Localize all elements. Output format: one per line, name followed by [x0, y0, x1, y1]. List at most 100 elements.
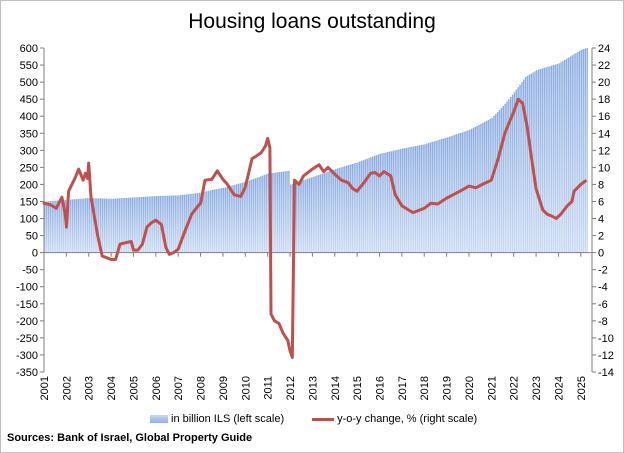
loans-bar [372, 156, 374, 253]
loans-bar [208, 190, 210, 253]
loans-bar [193, 193, 195, 253]
left-tick-label: 0 [32, 248, 38, 260]
x-tick-label: 2019 [442, 376, 454, 400]
loans-bar [355, 162, 357, 253]
loans-bar [275, 172, 277, 253]
loans-bar [435, 140, 437, 253]
loans-bar [152, 196, 154, 253]
loans-bar [347, 165, 350, 253]
right-tick-label: 10 [598, 162, 610, 174]
loans-bar [181, 194, 184, 253]
loans-bar [437, 140, 439, 253]
x-tick-label: 2022 [509, 376, 521, 400]
right-tick-label: 18 [598, 94, 610, 106]
loans-bar [299, 181, 301, 253]
loans-bar [541, 68, 544, 253]
loans-bar [413, 146, 415, 253]
loans-bar [280, 171, 283, 253]
loans-bar [379, 153, 381, 253]
right-tick-label: 24 [598, 43, 610, 55]
x-tick-label: 2012 [285, 376, 297, 400]
loans-bar [426, 143, 428, 253]
loans-bar [167, 195, 169, 253]
left-tick-label: 100 [20, 214, 38, 226]
loans-bar [468, 129, 471, 253]
loans-bar [258, 176, 260, 253]
loans-bar [478, 124, 480, 253]
loans-bar [239, 183, 242, 253]
loans-bar [582, 49, 585, 253]
loans-bar [422, 144, 424, 253]
loans-bar [163, 195, 165, 253]
loans-bar [262, 175, 264, 253]
loans-bar [472, 127, 475, 253]
x-tick-label: 2006 [151, 376, 163, 400]
loans-bar [172, 195, 175, 253]
loans-bar [153, 196, 156, 253]
x-tick-label: 2009 [218, 376, 230, 400]
loans-bar [351, 163, 354, 253]
yoy-line-series [42, 97, 587, 359]
loans-bar [495, 113, 497, 253]
right-tick-label: -2 [598, 265, 608, 277]
x-tick-label: 2017 [397, 376, 409, 400]
loans-bar [465, 131, 467, 253]
loans-bar [441, 139, 443, 253]
x-tick-label: 2001 [39, 376, 51, 400]
loans-bar [547, 66, 549, 253]
loans-bar [433, 141, 436, 253]
loans-bar [537, 69, 540, 253]
loans-bar [405, 147, 408, 253]
loans-bar [219, 188, 221, 253]
loans-bar [237, 183, 240, 253]
right-tick-label: -6 [598, 299, 608, 311]
loans-bar [235, 184, 238, 253]
loans-bar [515, 89, 518, 253]
loans-bar [463, 131, 465, 253]
loans-bar [90, 198, 93, 253]
loans-bar [345, 165, 348, 253]
loans-bar [487, 119, 490, 253]
loans-bar [62, 200, 65, 253]
loans-bar [536, 70, 538, 253]
loans-bar [105, 198, 107, 253]
loans-bar [524, 76, 527, 253]
loans-bar [60, 200, 63, 253]
right-tick-label: -4 [598, 282, 608, 294]
loans-bar [81, 198, 83, 253]
loans-bar [562, 61, 564, 253]
loans-bar [200, 192, 203, 253]
loans-bar [338, 167, 340, 253]
loans-bar [278, 172, 281, 253]
loans-bar [86, 198, 89, 253]
right-tick-label: 0 [598, 248, 604, 260]
loans-bar [308, 178, 311, 253]
loans-bar [234, 184, 236, 253]
x-tick-label: 2015 [352, 376, 364, 400]
loans-bar [517, 87, 519, 253]
x-tick-label: 2008 [196, 376, 208, 400]
right-tick-label: 6 [598, 196, 604, 208]
loans-bar [230, 185, 232, 253]
left-tick-label: -300 [16, 350, 38, 362]
loans-bar [554, 64, 557, 253]
loans-bar [528, 74, 531, 253]
loans-bar [303, 180, 305, 253]
loans-bar [157, 195, 160, 253]
loans-bar [112, 198, 115, 253]
loans-bar [373, 155, 376, 253]
loans-bar [165, 195, 167, 253]
right-tick-label: 20 [598, 77, 610, 89]
loans-bar [476, 125, 478, 253]
loans-bar [290, 184, 292, 253]
axes: -350-300-250-200-150-100-500501001502002… [16, 43, 614, 400]
loans-bar [344, 166, 346, 253]
loans-bar [482, 122, 484, 253]
loans-bar [178, 195, 180, 253]
right-tick-label: 4 [598, 214, 604, 226]
loans-bar [189, 193, 191, 253]
loans-bar [336, 168, 339, 253]
loans-bar [429, 142, 432, 253]
loans-bar [470, 128, 473, 253]
loans-bar [256, 177, 258, 253]
